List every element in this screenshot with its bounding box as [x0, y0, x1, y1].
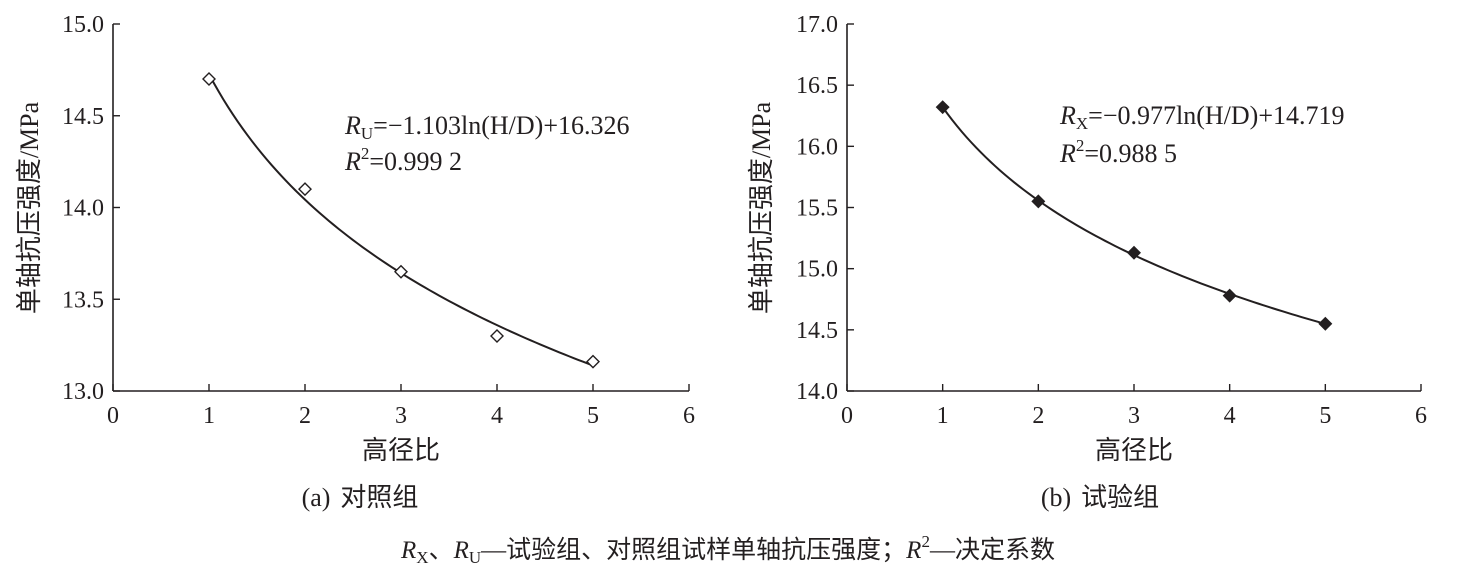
panel-a-x-tick-label: 6: [683, 403, 695, 429]
panel-b-y-tick-label: 15.5: [796, 196, 838, 222]
panel-a-caption-label: (a): [302, 483, 331, 512]
panel-a-chart: RU=−1.103ln(H/D)+16.326 R2=0.999 2 (a) 对照…: [15, 12, 695, 512]
panel-b-chart: RX=−0.977ln(H/D)+14.719 R2=0.988 5 (b) 试验…: [747, 12, 1427, 512]
panel-a-data-point: [490, 328, 504, 343]
panel-a-x-tick-label: 1: [203, 403, 215, 429]
panel-a-equation: RU=−1.103ln(H/D)+16.326: [344, 111, 629, 143]
panel-b-x-tick-label: 6: [1415, 403, 1427, 429]
panel-a-y-tick-label: 15.0: [62, 12, 104, 38]
panel-b-x-tick-label: 4: [1224, 403, 1236, 429]
panel-a-r2: R2=0.999 2: [344, 144, 462, 176]
panel-b-caption-text: 试验组: [1081, 483, 1159, 512]
panel-b-y-tick-label: 16.0: [796, 134, 838, 160]
panel-b-y-axis-title: 单轴抗压强度/MPa: [747, 101, 776, 314]
panel-b-x-tick-label: 3: [1128, 403, 1140, 429]
panel-b-equation-var: R: [1059, 101, 1076, 130]
panel-a-y-tick-label: 13.0: [62, 379, 104, 405]
panel-b-y-tick-label: 15.0: [796, 257, 838, 283]
panel-a-r2-value: =0.999 2: [369, 147, 462, 176]
panel-b-equation-rhs: =−0.977ln(H/D)+14.719: [1088, 101, 1344, 130]
panel-a-x-tick-label: 5: [587, 403, 599, 429]
panel-a-y-tick-label: 14.5: [62, 104, 104, 130]
figure-footnote: RX、RU—试验组、对照组试样单轴抗压强度；R2—决定系数: [400, 532, 1055, 567]
panel-b-data-point: [1318, 316, 1333, 331]
panel-a-equation-var: R: [344, 111, 361, 140]
panel-b-data-point: [1031, 194, 1046, 209]
panel-b-r2-value: =0.988 5: [1084, 139, 1177, 168]
panel-a-equation-rhs: =−1.103ln(H/D)+16.326: [373, 111, 629, 140]
panel-b-x-tick-label: 1: [937, 403, 949, 429]
panel-a-data-point: [298, 182, 312, 197]
panel-a-equation-sub: U: [361, 124, 373, 143]
panel-b-equation: RX=−0.977ln(H/D)+14.719: [1059, 101, 1344, 133]
panel-b-r2: R2=0.988 5: [1059, 136, 1177, 168]
panel-b-y-tick-label: 16.5: [796, 73, 838, 99]
panel-a-x-tick-label: 3: [395, 403, 407, 429]
panel-a-data-point: [202, 72, 216, 87]
panel-b-y-tick-label: 14.0: [796, 379, 838, 405]
panel-a-y-axis-title: 单轴抗压强度/MPa: [15, 101, 44, 314]
panel-a-data-point: [394, 264, 408, 279]
panel-b-y-tick-label: 14.5: [796, 318, 838, 344]
panel-a-x-tick-label: 2: [299, 403, 311, 429]
panel-a-x-axis-title: 高径比: [362, 436, 440, 465]
panel-b-x-tick-label: 0: [841, 403, 853, 429]
panel-b-caption-label: (b): [1041, 483, 1071, 512]
panel-a-y-tick-label: 13.5: [62, 287, 104, 313]
panel-b-data-point: [1127, 245, 1141, 260]
panel-b-data-point: [935, 100, 950, 115]
panel-b-caption: (b) 试验组: [1041, 483, 1159, 512]
panel-b-x-tick-label: 2: [1032, 403, 1044, 429]
panel-b-data-point: [1222, 288, 1237, 303]
panel-a-x-tick-label: 4: [491, 403, 503, 429]
panel-a-x-tick-label: 0: [107, 403, 119, 429]
panel-b-x-tick-label: 5: [1319, 403, 1331, 429]
panel-b-equation-sub: X: [1076, 114, 1088, 133]
panel-a-caption-text: 对照组: [340, 483, 418, 512]
panel-b-y-tick-label: 17.0: [796, 12, 838, 38]
panel-a-data-point: [586, 354, 600, 369]
panel-a-y-tick-label: 14.0: [62, 196, 104, 222]
panel-a-caption: (a) 对照组: [302, 483, 419, 512]
panel-b-x-axis-title: 高径比: [1095, 436, 1173, 465]
